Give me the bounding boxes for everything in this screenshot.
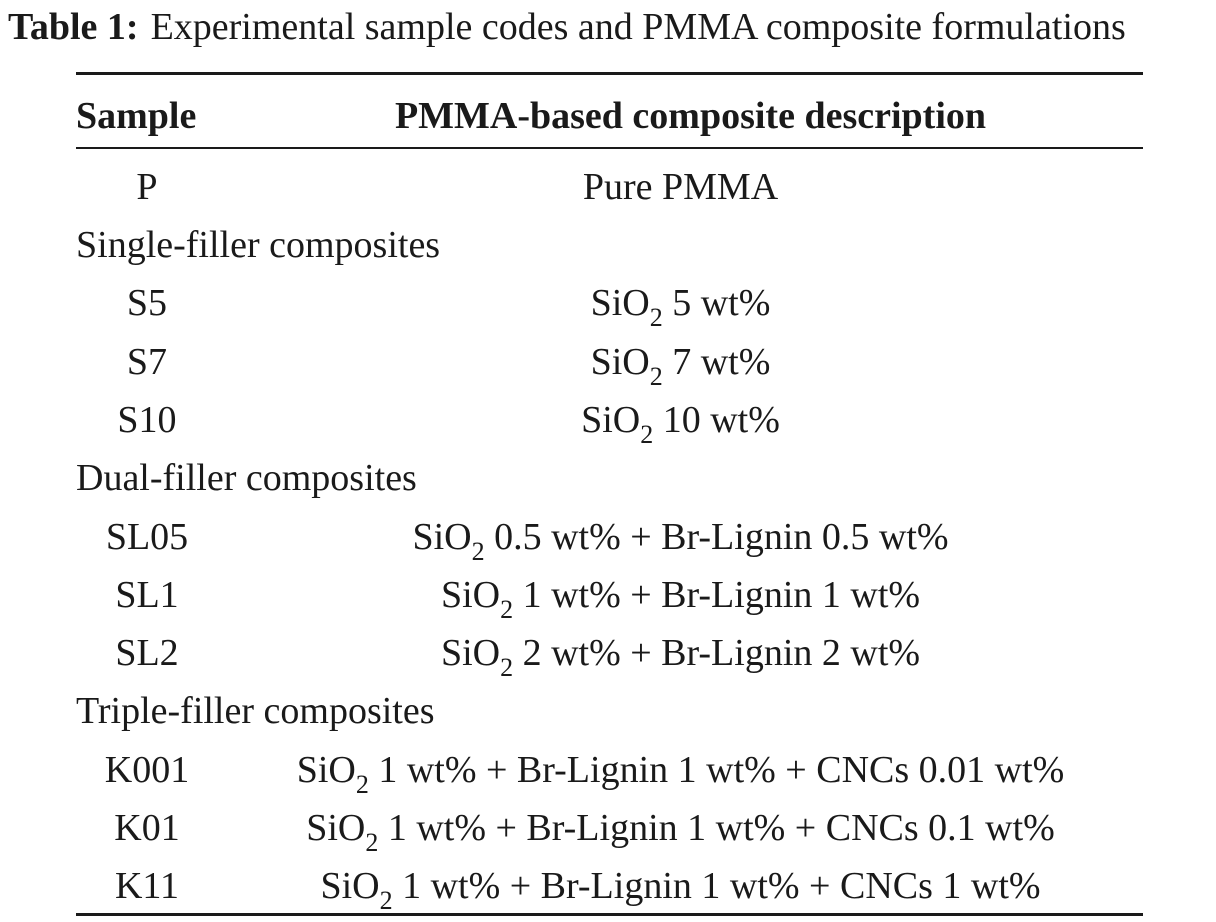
- formulation-text: 1 wt% + Br-Lignin 1 wt%: [513, 574, 921, 616]
- formulation-text: 2 wt% + Br-Lignin 2 wt%: [513, 632, 921, 674]
- table-top-rule: [76, 72, 1143, 75]
- table-caption: Table 1: Experimental sample codes and PM…: [8, 4, 1216, 50]
- table-row: S7 SiO2 7 wt%: [76, 333, 1143, 391]
- composite-description: SiO2 1 wt% + Br-Lignin 1 wt% + CNCs 1 wt…: [218, 857, 1143, 919]
- sample-code: S10: [117, 399, 177, 441]
- subscript: 2: [379, 886, 393, 915]
- composite-description: SiO2 1 wt% + Br-Lignin 1 wt%: [218, 566, 1143, 628]
- sample-code: S5: [126, 282, 168, 324]
- header-sample: Sample: [76, 95, 197, 137]
- table-row: K11 SiO2 1 wt% + Br-Lignin 1 wt% + CNCs …: [76, 857, 1143, 915]
- formulation-text: 1 wt% + Br-Lignin 1 wt% + CNCs 0.01 wt%: [368, 749, 1065, 791]
- table-row: SL2 SiO2 2 wt% + Br-Lignin 2 wt%: [76, 624, 1143, 682]
- subscript: 2: [500, 653, 514, 682]
- formulation-text: 7 wt%: [662, 341, 771, 383]
- table-header-rule: [76, 147, 1143, 149]
- silica-formula: SiO: [306, 807, 366, 849]
- formulation-text: 5 wt%: [662, 282, 771, 324]
- subscript: 2: [500, 595, 514, 624]
- subscript: 2: [649, 362, 663, 391]
- subscript: 2: [471, 537, 485, 566]
- table-row: P Pure PMMA: [76, 158, 1143, 216]
- subscript: 2: [649, 303, 663, 332]
- formulation-text: 1 wt% + Br-Lignin 1 wt% + CNCs 1 wt%: [392, 865, 1041, 907]
- silica-formula: SiO: [590, 341, 650, 383]
- silica-formula: SiO: [412, 516, 472, 558]
- table-caption-text: Experimental sample codes and PMMA compo…: [150, 6, 1126, 48]
- silica-formula: SiO: [581, 399, 641, 441]
- table-row: S5 SiO2 5 wt%: [76, 274, 1143, 332]
- formulation-text: 10 wt%: [653, 399, 780, 441]
- composite-description: SiO2 1 wt% + Br-Lignin 1 wt% + CNCs 0.01…: [218, 741, 1143, 803]
- sample-code: SL1: [115, 574, 179, 616]
- composite-description: SiO2 5 wt%: [218, 274, 1143, 336]
- group-label: Dual-filler composites: [76, 457, 417, 499]
- sample-code: K01: [114, 807, 180, 849]
- table-row: K001 SiO2 1 wt% + Br-Lignin 1 wt% + CNCs…: [76, 741, 1143, 799]
- sample-code: K11: [114, 865, 180, 907]
- composite-description: SiO2 0.5 wt% + Br-Lignin 0.5 wt%: [218, 508, 1143, 570]
- composite-description: SiO2 1 wt% + Br-Lignin 1 wt% + CNCs 0.1 …: [218, 799, 1143, 861]
- sample-code: P: [136, 166, 158, 208]
- silica-formula: SiO: [296, 749, 356, 791]
- silica-formula: SiO: [590, 282, 650, 324]
- composite-description: SiO2 2 wt% + Br-Lignin 2 wt%: [218, 624, 1143, 686]
- table-row: K01 SiO2 1 wt% + Br-Lignin 1 wt% + CNCs …: [76, 799, 1143, 857]
- group-heading-single: Single-filler composites: [76, 216, 1143, 274]
- formulation-text: 1 wt% + Br-Lignin 1 wt% + CNCs 0.1 wt%: [378, 807, 1055, 849]
- subscript: 2: [355, 770, 369, 799]
- silica-formula: SiO: [320, 865, 380, 907]
- composite-description: Pure PMMA: [582, 166, 779, 208]
- sample-code: SL05: [105, 516, 189, 558]
- sample-code: K001: [104, 749, 190, 791]
- group-label: Triple-filler composites: [76, 690, 435, 732]
- formulation-text: 0.5 wt% + Br-Lignin 0.5 wt%: [484, 516, 949, 558]
- group-heading-triple: Triple-filler composites: [76, 682, 1143, 740]
- group-heading-dual: Dual-filler composites: [76, 449, 1143, 507]
- table-row: SL05 SiO2 0.5 wt% + Br-Lignin 0.5 wt%: [76, 508, 1143, 566]
- subscript: 2: [365, 828, 379, 857]
- composite-description: SiO2 10 wt%: [218, 391, 1143, 453]
- composite-description: SiO2 7 wt%: [218, 333, 1143, 395]
- table-caption-label: Table 1:: [8, 6, 139, 48]
- sample-code: S7: [126, 341, 168, 383]
- group-label: Single-filler composites: [76, 224, 441, 266]
- table-row: S10 SiO2 10 wt%: [76, 391, 1143, 449]
- table-bottom-rule: [76, 913, 1143, 916]
- silica-formula: SiO: [440, 632, 501, 674]
- subscript: 2: [640, 420, 654, 449]
- table-header-row: Sample PMMA-based composite description: [76, 87, 1143, 145]
- sample-code: SL2: [115, 632, 179, 674]
- table-row: SL1 SiO2 1 wt% + Br-Lignin 1 wt%: [76, 566, 1143, 624]
- header-description: PMMA-based composite description: [394, 95, 987, 137]
- silica-formula: SiO: [440, 574, 501, 616]
